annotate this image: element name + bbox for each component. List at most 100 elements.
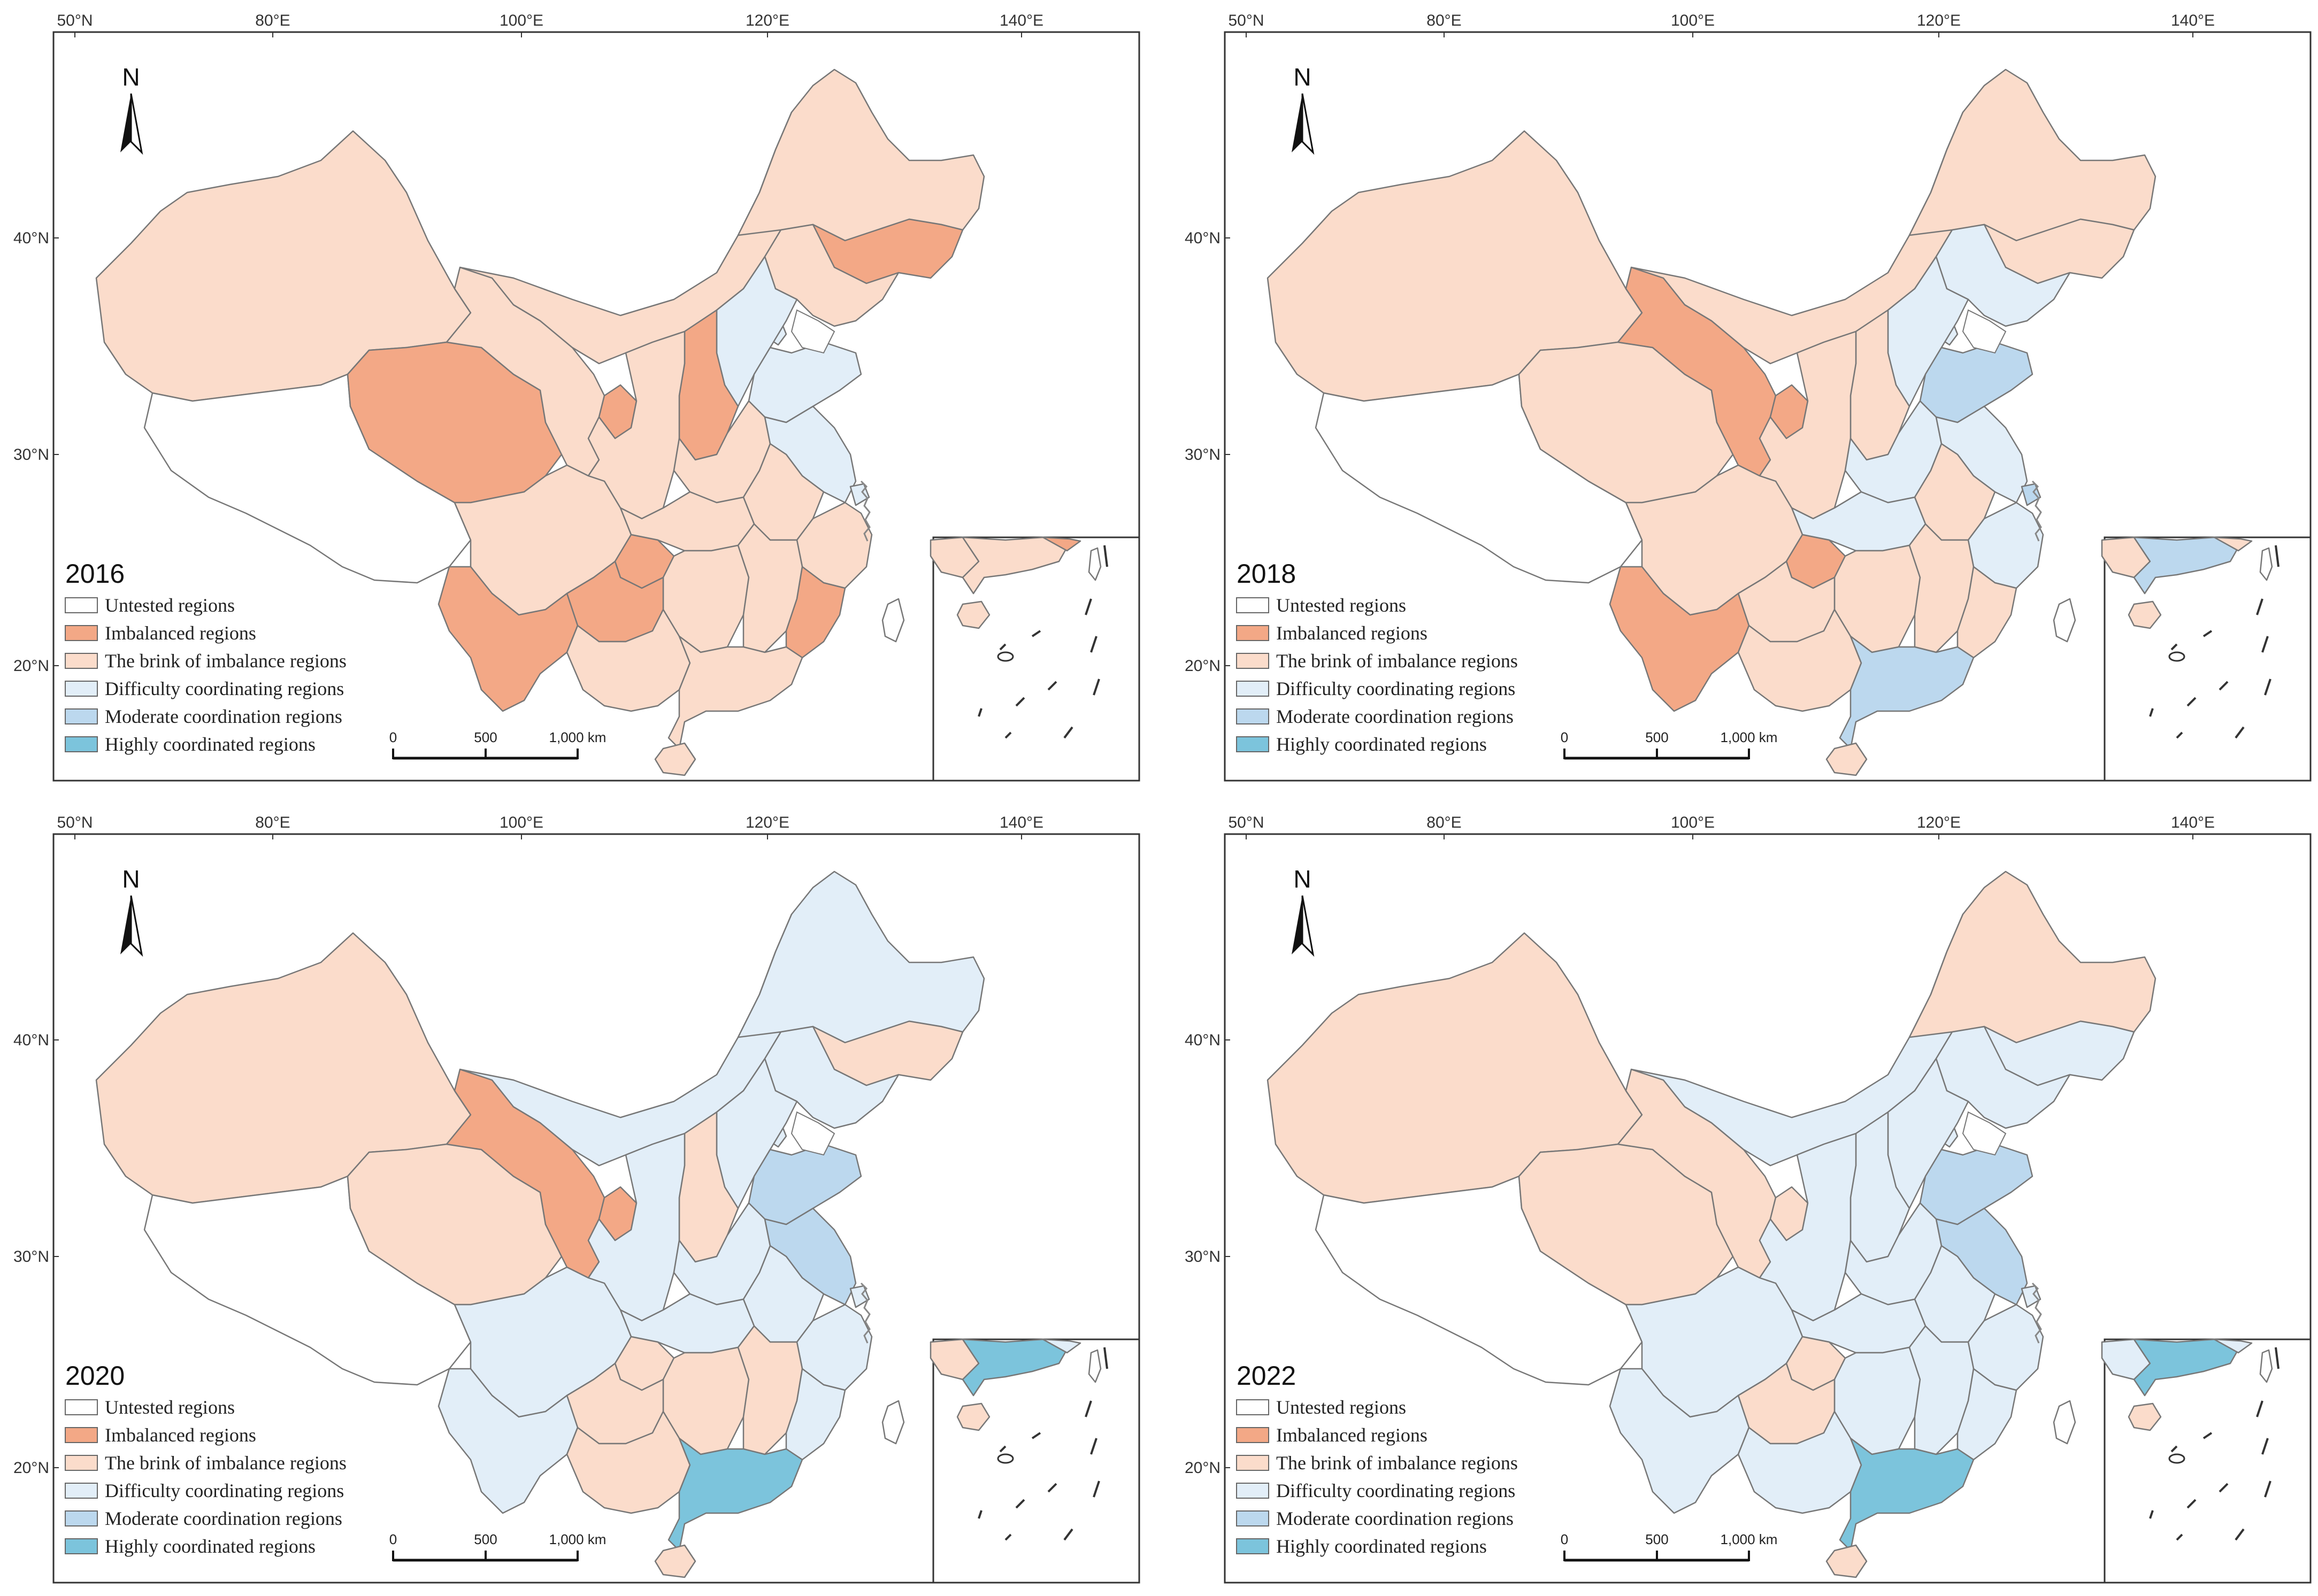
province-fujian bbox=[785, 1368, 846, 1461]
latitude-label: 30°N bbox=[1185, 446, 1221, 464]
province-yunnan bbox=[437, 566, 579, 712]
island-dash bbox=[2176, 1533, 2183, 1541]
legend-swatch-difficulty bbox=[65, 681, 98, 697]
island-dash bbox=[2170, 643, 2178, 651]
province-guangdong bbox=[667, 1437, 803, 1552]
province-taiwan bbox=[881, 1400, 905, 1445]
longitude-label: 140°E bbox=[1000, 12, 1043, 29]
inset-layer bbox=[2101, 536, 2279, 739]
legend-swatch-highly bbox=[65, 736, 98, 752]
island-dash bbox=[2256, 598, 2263, 615]
island-dash bbox=[1085, 1400, 1092, 1417]
legend-label-moderate: Moderate coordination regions bbox=[1276, 1508, 1514, 1529]
island-dash bbox=[2275, 1347, 2279, 1369]
longitude-label: 50°N bbox=[57, 12, 93, 29]
scale-label: 1,000 km bbox=[549, 729, 607, 745]
island-dash bbox=[1047, 681, 1057, 691]
province-fujian bbox=[785, 566, 846, 659]
island-outline bbox=[997, 651, 1014, 662]
province-yunnan bbox=[1609, 566, 1750, 712]
legend-label-highly: Highly coordinated regions bbox=[105, 734, 316, 755]
legend: Untested regions Imbalanced regions The br… bbox=[65, 1397, 347, 1557]
map-svg: 50°N 80°E 100°E 120°E 140°E 40°N 30°N 20°N N 2020… bbox=[13, 814, 1140, 1584]
legend-label-difficulty: Difficulty coordinating regions bbox=[1276, 678, 1515, 699]
legend-swatch-moderate bbox=[65, 1510, 98, 1526]
scale-bar: 0 500 1,000 km bbox=[389, 1531, 607, 1562]
scale-bar: 0 500 1,000 km bbox=[389, 729, 607, 760]
year-label: 2016 bbox=[65, 559, 125, 589]
bohai-sea bbox=[1962, 309, 2007, 354]
map-svg: 50°N 80°E 100°E 120°E 140°E 40°N 30°N 20°N N 2018… bbox=[1185, 12, 2312, 782]
longitude-label: 140°E bbox=[1000, 814, 1043, 831]
legend-label-brink: The brink of imbalance regions bbox=[105, 1452, 347, 1474]
legend-swatch-brink bbox=[65, 1455, 98, 1471]
province-taiwan bbox=[2053, 598, 2076, 643]
longitude-label: 120°E bbox=[746, 12, 789, 29]
longitude-label: 140°E bbox=[2171, 814, 2215, 831]
bohai-sea bbox=[790, 309, 835, 354]
inset-fujian bbox=[1042, 1338, 1081, 1354]
island-outline bbox=[2168, 1453, 2185, 1464]
north-arrow-icon bbox=[120, 93, 143, 155]
year-label: 2018 bbox=[1237, 559, 1296, 589]
province-guangdong bbox=[667, 635, 803, 750]
island-dash bbox=[2202, 630, 2213, 637]
legend-label-imbalanced: Imbalanced regions bbox=[1276, 1424, 1427, 1446]
island-dash bbox=[978, 1510, 983, 1519]
longitude-label: 120°E bbox=[1917, 814, 1961, 831]
legend-swatch-difficulty bbox=[65, 1483, 98, 1499]
island-dash bbox=[2264, 679, 2271, 696]
province-tibet bbox=[143, 1175, 472, 1386]
legend-swatch-untested bbox=[65, 597, 98, 613]
inset-layer bbox=[930, 1338, 1108, 1541]
island-dash bbox=[2256, 1400, 2263, 1417]
north-arrow-icon bbox=[1292, 93, 1315, 155]
longitude-label: 100°E bbox=[500, 814, 543, 831]
province-yunnan bbox=[437, 1368, 579, 1514]
inset-taiwan bbox=[2259, 547, 2273, 581]
island-dash bbox=[2219, 1483, 2229, 1493]
longitude-label: 50°N bbox=[57, 814, 93, 831]
island-dash bbox=[1063, 726, 1073, 739]
longitude-label: 120°E bbox=[746, 814, 789, 831]
province-hainan bbox=[1825, 742, 1868, 776]
province-layer bbox=[1267, 870, 2156, 1578]
province-hainan bbox=[654, 742, 696, 776]
scale-bar: 0 500 1,000 km bbox=[1561, 729, 1777, 760]
legend-swatch-untested bbox=[1236, 1399, 1269, 1415]
inset-layer bbox=[2101, 1338, 2279, 1541]
legend-swatch-moderate bbox=[65, 708, 98, 724]
inset-guangdong bbox=[2133, 536, 2242, 595]
legend-label-untested: Untested regions bbox=[105, 1397, 235, 1418]
scale-label: 500 bbox=[1645, 729, 1668, 745]
province-taiwan bbox=[2053, 1400, 2076, 1445]
island-dash bbox=[999, 643, 1007, 651]
latitude-label: 30°N bbox=[13, 446, 49, 464]
island-outline bbox=[2168, 651, 2185, 662]
island-dash bbox=[1093, 679, 1100, 696]
legend-swatch-moderate bbox=[1236, 1510, 1269, 1526]
legend-swatch-imbalanced bbox=[65, 1427, 98, 1443]
island-dash bbox=[978, 708, 983, 717]
island-dash bbox=[2264, 1481, 2271, 1498]
island-dash bbox=[2149, 1510, 2154, 1519]
island-dash bbox=[1015, 1499, 1025, 1509]
legend: Untested regions Imbalanced regions The br… bbox=[65, 595, 347, 755]
scale-bar: 0 500 1,000 km bbox=[1561, 1531, 1777, 1562]
latitude-label: 20°N bbox=[13, 657, 49, 675]
longitude-label: 140°E bbox=[2171, 12, 2215, 29]
island-dash bbox=[2170, 1445, 2178, 1453]
scale-label: 0 bbox=[1561, 729, 1568, 745]
legend-label-untested: Untested regions bbox=[1276, 1397, 1406, 1418]
island-dash bbox=[1015, 697, 1025, 707]
island-dash bbox=[1090, 636, 1097, 653]
province-tibet bbox=[143, 373, 472, 584]
legend-label-brink: The brink of imbalance regions bbox=[1276, 650, 1518, 672]
province-qinghai bbox=[347, 341, 563, 504]
longitude-label: 100°E bbox=[1671, 814, 1715, 831]
legend-label-moderate: Moderate coordination regions bbox=[105, 1508, 342, 1529]
scale-label: 1,000 km bbox=[549, 1531, 607, 1547]
scale-label: 0 bbox=[389, 1531, 397, 1547]
inset-guangdong bbox=[962, 536, 1071, 595]
year-label: 2022 bbox=[1237, 1361, 1296, 1391]
